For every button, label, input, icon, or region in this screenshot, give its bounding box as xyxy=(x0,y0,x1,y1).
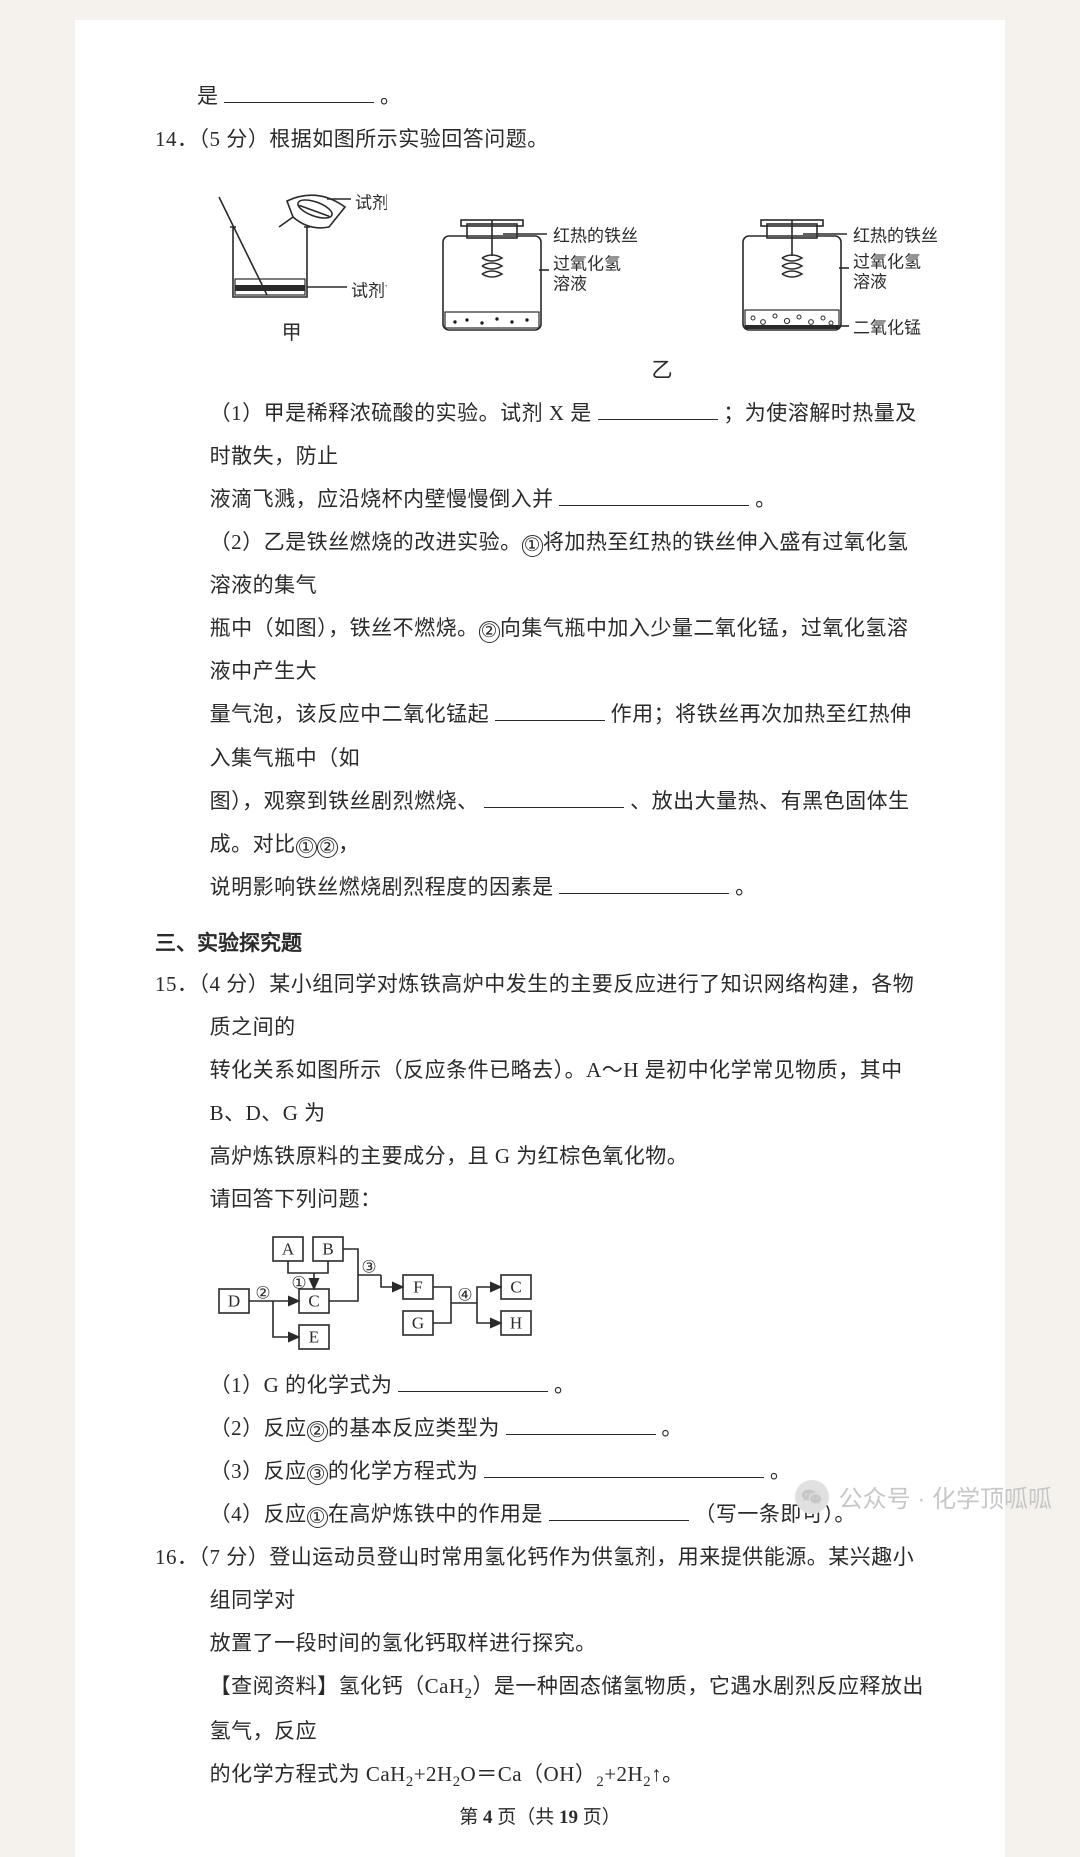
caption-jia: 甲 xyxy=(197,316,387,345)
watermark-text: 公众号 · 化学顶呱呱 xyxy=(839,1479,1052,1514)
svg-text:过氧化氢: 过氧化氢 xyxy=(853,253,921,272)
blank xyxy=(598,399,718,420)
circled-2: ② xyxy=(307,1421,328,1442)
circled-1: ① xyxy=(307,1507,328,1528)
svg-text:A: A xyxy=(281,1239,294,1258)
label-x: 试剂X xyxy=(355,194,387,213)
svg-text:C: C xyxy=(308,1291,319,1310)
figure-jia: 试剂X 试剂Y 甲 xyxy=(197,179,387,345)
label-y: 试剂Y xyxy=(351,282,387,301)
q14-number: 14．（5 分）根据如图所示实验回答问题。 xyxy=(155,118,925,161)
label-sol-2: 溶液 xyxy=(553,275,587,294)
circled-2b: ② xyxy=(317,837,338,858)
q16-number: 16．（7 分）登山运动员登山时常用氢化钙作为供氢剂，用来提供能源。某兴趣小组同… xyxy=(155,1536,925,1622)
q15-p2: （2）反应②的基本反应类型为 。 xyxy=(155,1407,925,1450)
svg-text:G: G xyxy=(411,1313,423,1332)
blank xyxy=(484,1457,764,1478)
figure-yi-2: 红热的铁丝 过氧化氢 溶液 二氧化锰 xyxy=(727,210,957,345)
svg-text:C: C xyxy=(510,1277,521,1296)
wechat-icon xyxy=(795,1480,829,1514)
page-footer: 第 4 页（共 19 页） xyxy=(75,1802,1005,1829)
circled-3: ③ xyxy=(307,1464,328,1485)
q14-p1: （1）甲是稀释浓硫酸的实验。试剂 X 是 ；为使溶解时热量及时散失，防止 xyxy=(155,392,925,478)
q15-number: 15．（4 分）某小组同学对炼铁高炉中发生的主要反应进行了知识网络构建，各物质之… xyxy=(155,963,925,1049)
svg-text:③: ③ xyxy=(361,1257,376,1276)
blank xyxy=(484,787,624,808)
blank xyxy=(559,873,729,894)
q16-l2: 放置了一段时间的氢化钙取样进行探究。 xyxy=(155,1622,925,1665)
svg-text:D: D xyxy=(227,1291,239,1310)
circled-1: ① xyxy=(522,535,543,556)
page-num: 4 xyxy=(483,1807,493,1828)
q15-l3: 高炉炼铁原料的主要成分，且 G 为红棕色氧化物。 xyxy=(155,1135,925,1178)
q14-p2-l2: 瓶中（如图），铁丝不燃烧。②向集气瓶中加入少量二氧化锰，过氧化氢溶液中产生大 xyxy=(155,607,925,693)
figure-yi-1: 红热的铁丝 过氧化氢 溶液 xyxy=(427,210,647,345)
q16-l4: 的化学方程式为 CaH2+2H2O＝Ca（OH）2+2H2↑。 xyxy=(155,1753,925,1797)
label-wire2: 红热的铁丝 xyxy=(853,227,938,246)
circled-2: ② xyxy=(479,621,500,642)
blank xyxy=(398,1371,548,1392)
watermark: 公众号 · 化学顶呱呱 xyxy=(795,1479,1052,1514)
q15-diagram: A B C D E F G C H ① ② ③ ④ xyxy=(213,1231,925,1356)
caption-yi: 乙 xyxy=(400,349,925,392)
text: 。 xyxy=(380,84,402,108)
blank xyxy=(506,1414,656,1435)
svg-text:溶液: 溶液 xyxy=(853,273,887,292)
page-content: 是 。 14．（5 分）根据如图所示实验回答问题。 xyxy=(75,20,1005,1857)
circled-1b: ① xyxy=(296,837,317,858)
svg-text:E: E xyxy=(308,1327,318,1346)
q16-l3: 【查阅资料】氢化钙（CaH2）是一种固态储氢物质，它遇水剧烈反应释放出氢气，反应 xyxy=(155,1665,925,1752)
q13-tail: 是 。 xyxy=(155,75,925,118)
label-sol-1: 过氧化氢 xyxy=(553,255,621,274)
q14-p2-l5: 说明影响铁丝燃烧剧烈程度的因素是 。 xyxy=(155,866,925,909)
blank xyxy=(549,1500,689,1521)
svg-text:②: ② xyxy=(255,1283,270,1302)
label-wire: 红热的铁丝 xyxy=(553,227,638,246)
svg-text:①: ① xyxy=(291,1273,306,1292)
gas-jar-1: 红热的铁丝 过氧化氢 溶液 xyxy=(427,210,647,340)
svg-text:H: H xyxy=(509,1313,521,1332)
q14-p2-l4: 图），观察到铁丝剧烈燃烧、 、放出大量热、有黑色固体生成。对比①②， xyxy=(155,780,925,866)
beaker-diagram: 试剂X 试剂Y xyxy=(197,179,387,309)
q15-l4: 请回答下列问题： xyxy=(155,1178,925,1221)
fig-captions: 乙 xyxy=(155,349,925,392)
q14-p2-l1: （2）乙是铁丝燃烧的改进实验。①将加热至红热的铁丝伸入盛有过氧化氢溶液的集气 xyxy=(155,521,925,607)
blank xyxy=(495,700,605,721)
q14-p1c: 液滴飞溅，应沿烧杯内壁慢慢倒入并 。 xyxy=(155,478,925,521)
svg-text:F: F xyxy=(413,1277,422,1296)
page-total: 19 xyxy=(559,1807,578,1828)
text: 是 xyxy=(197,84,219,108)
blank xyxy=(559,485,749,506)
gas-jar-2: 红热的铁丝 过氧化氢 溶液 二氧化锰 xyxy=(727,210,957,340)
blank xyxy=(224,82,374,103)
svg-text:B: B xyxy=(322,1239,333,1258)
label-mno2: 二氧化锰 xyxy=(853,319,921,338)
q15-l2: 转化关系如图所示（反应条件已略去）。A～H 是初中化学常见物质，其中 B、D、G… xyxy=(155,1049,925,1135)
q14-figure-row: 试剂X 试剂Y 甲 xyxy=(155,161,925,349)
q15-p1: （1）G 的化学式为 。 xyxy=(155,1364,925,1407)
section-3-title: 三、实验探究题 xyxy=(155,927,925,957)
svg-text:④: ④ xyxy=(457,1285,472,1304)
q14-p2-l3: 量气泡，该反应中二氧化锰起 作用；将铁丝再次加热至红热伸入集气瓶中（如 xyxy=(155,693,925,779)
